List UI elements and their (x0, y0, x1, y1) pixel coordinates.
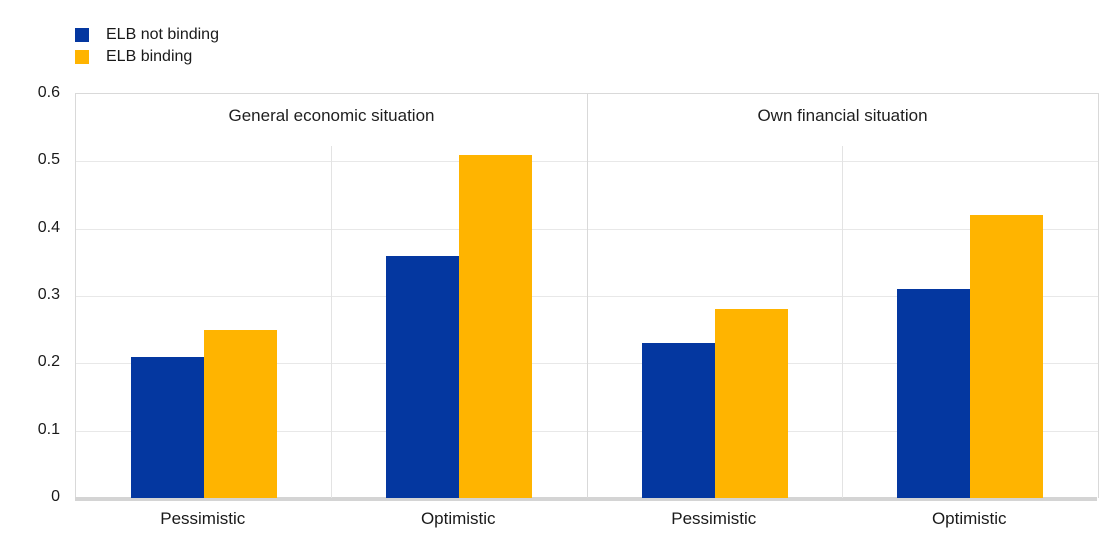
x-axis-category-label: Pessimistic (671, 509, 757, 528)
legend-swatch-elb-binding (75, 50, 89, 64)
bar-general-economic-situation-pessimistic-elb-binding (203, 329, 277, 498)
category-separator (331, 146, 332, 498)
panel-divider (586, 94, 588, 498)
y-axis-tick-label: 0.1 (37, 420, 60, 438)
bar-general-economic-situation-optimistic-elb-not-binding (386, 255, 460, 498)
y-axis: 0.6 0.5 0.4 0.3 0.2 0.1 0 (0, 84, 60, 505)
plot-area: General economic situation Own financial … (75, 93, 1099, 498)
category-separator (842, 146, 843, 498)
y-axis-tick-label: 0.3 (37, 286, 60, 303)
y-axis-tick-label: 0.5 (37, 151, 60, 169)
bar-general-economic-situation-optimistic-elb-binding (459, 154, 533, 498)
legend-item-elb-not-binding: ELB not binding (75, 24, 219, 46)
legend-label-elb-binding: ELB binding (106, 48, 193, 65)
x-axis-category-label: Pessimistic (160, 509, 246, 528)
bar-own-financial-situation-optimistic-elb-binding (970, 215, 1044, 498)
x-axis-category-label: Optimistic (420, 509, 496, 528)
bar-own-financial-situation-optimistic-elb-not-binding (897, 289, 971, 498)
y-axis-tick-label: 0.6 (37, 84, 60, 101)
y-axis-tick-label: 0.2 (37, 353, 60, 371)
bar-general-economic-situation-pessimistic-elb-not-binding (130, 356, 204, 498)
x-axis-category-label: Optimistic (931, 509, 1007, 528)
legend-label-elb-not-binding: ELB not binding (106, 26, 219, 43)
x-axis-labels: Pessimistic Optimistic Pessimistic Optimist… (75, 507, 1097, 533)
legend-item-elb-binding: ELB binding (75, 46, 219, 68)
panel-title: Own financial situation (757, 106, 928, 125)
y-axis-tick-label: 0 (51, 488, 60, 505)
y-axis-tick-label: 0.4 (37, 218, 60, 236)
bar-own-financial-situation-pessimistic-elb-not-binding (641, 343, 715, 498)
panel-title: General economic situation (228, 106, 435, 125)
legend: ELB not binding ELB binding (75, 24, 219, 68)
legend-swatch-elb-not-binding (75, 28, 89, 42)
bar-own-financial-situation-pessimistic-elb-binding (714, 309, 788, 498)
x-axis-line (75, 497, 1097, 501)
